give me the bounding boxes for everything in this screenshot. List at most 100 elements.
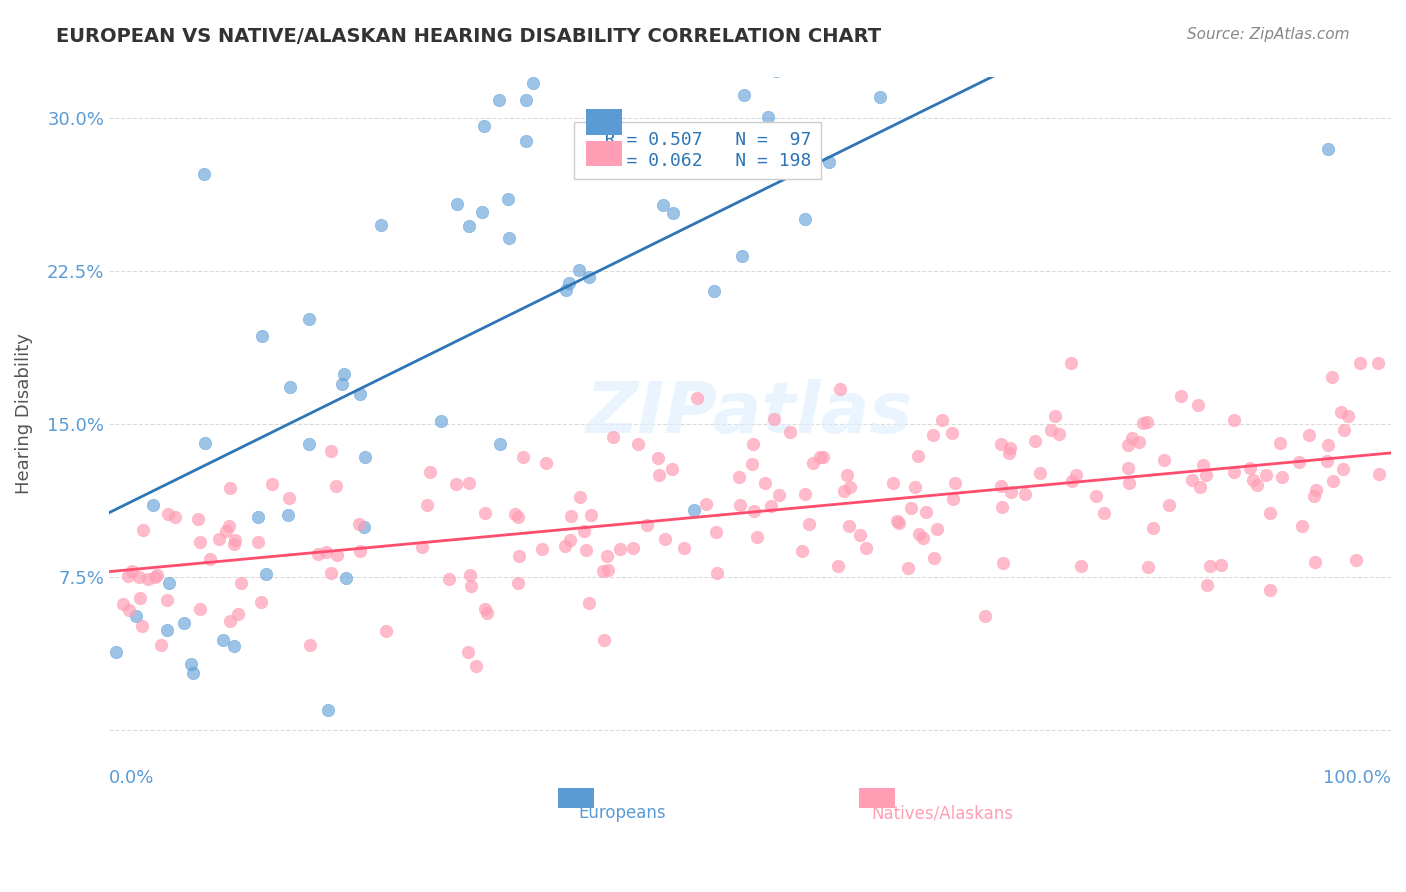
- Point: [1087, 9, 1109, 23]
- Point: [193, 167, 215, 181]
- Point: [1316, 438, 1339, 452]
- Point: [1298, 427, 1320, 442]
- Point: [579, 508, 602, 522]
- Point: [1073, 9, 1095, 23]
- Point: [1205, 9, 1227, 23]
- Point: [931, 413, 953, 427]
- Point: [1066, 468, 1088, 483]
- Point: [1320, 369, 1343, 384]
- Point: [1135, 9, 1157, 23]
- Point: [117, 568, 139, 582]
- Point: [316, 703, 339, 717]
- Point: [349, 544, 371, 558]
- Point: [1241, 473, 1264, 487]
- Point: [298, 639, 321, 653]
- Point: [991, 500, 1014, 514]
- Point: [354, 450, 377, 464]
- Point: [578, 596, 600, 610]
- Point: [1170, 389, 1192, 403]
- Point: [446, 477, 468, 491]
- Point: [651, 197, 673, 211]
- Point: [907, 450, 929, 464]
- Point: [460, 579, 482, 593]
- Point: [817, 154, 839, 169]
- Point: [498, 230, 520, 244]
- Point: [1341, 9, 1364, 23]
- Point: [1036, 43, 1059, 57]
- Point: [157, 576, 180, 591]
- Point: [647, 451, 669, 466]
- Point: [555, 283, 578, 297]
- Point: [231, 575, 253, 590]
- Point: [124, 609, 146, 624]
- Point: [1012, 9, 1035, 23]
- Point: [865, 9, 887, 23]
- Point: [136, 572, 159, 586]
- Point: [515, 135, 537, 149]
- Point: [419, 465, 441, 479]
- Point: [1005, 9, 1028, 23]
- Point: [925, 522, 948, 536]
- Text: ZIPatlas: ZIPatlas: [586, 379, 914, 449]
- Point: [111, 597, 134, 611]
- Point: [730, 498, 752, 512]
- Point: [471, 205, 494, 219]
- Point: [277, 491, 299, 506]
- Point: [506, 575, 529, 590]
- Point: [592, 565, 614, 579]
- Point: [325, 478, 347, 492]
- Point: [143, 570, 166, 584]
- Point: [648, 468, 671, 483]
- Point: [128, 569, 150, 583]
- Point: [1279, 9, 1302, 23]
- Point: [190, 602, 212, 616]
- Point: [1223, 413, 1246, 427]
- Point: [194, 436, 217, 450]
- Point: [869, 90, 891, 104]
- Point: [596, 549, 619, 563]
- Point: [808, 450, 831, 464]
- Point: [1004, 9, 1026, 23]
- Point: [792, 544, 814, 558]
- Point: [1268, 436, 1291, 450]
- Point: [198, 551, 221, 566]
- Y-axis label: Hearing Disability: Hearing Disability: [15, 334, 32, 494]
- Point: [578, 269, 600, 284]
- Point: [226, 607, 249, 621]
- Point: [1132, 417, 1154, 431]
- Point: [1348, 356, 1371, 370]
- Point: [1153, 453, 1175, 467]
- Point: [554, 540, 576, 554]
- Text: 0.0%: 0.0%: [110, 770, 155, 788]
- Point: [706, 566, 728, 581]
- Point: [662, 206, 685, 220]
- Point: [756, 110, 779, 124]
- Point: [1040, 424, 1063, 438]
- Point: [246, 535, 269, 549]
- Point: [465, 658, 488, 673]
- Point: [945, 476, 967, 491]
- Point: [1136, 559, 1159, 574]
- Point: [474, 506, 496, 520]
- Point: [374, 624, 396, 639]
- Point: [475, 607, 498, 621]
- Text: 100.0%: 100.0%: [1323, 770, 1391, 788]
- Point: [1157, 498, 1180, 512]
- Point: [1330, 405, 1353, 419]
- Point: [832, 483, 855, 498]
- Point: [886, 514, 908, 528]
- Point: [1060, 474, 1083, 488]
- Point: [627, 437, 650, 451]
- FancyBboxPatch shape: [586, 141, 621, 166]
- Point: [865, 9, 887, 23]
- Point: [745, 530, 768, 544]
- Point: [1198, 559, 1220, 574]
- Point: [188, 535, 211, 549]
- Point: [321, 443, 343, 458]
- Point: [1032, 9, 1054, 23]
- Point: [437, 572, 460, 586]
- Point: [742, 503, 765, 517]
- Point: [799, 9, 821, 23]
- Point: [654, 532, 676, 546]
- Point: [1142, 521, 1164, 535]
